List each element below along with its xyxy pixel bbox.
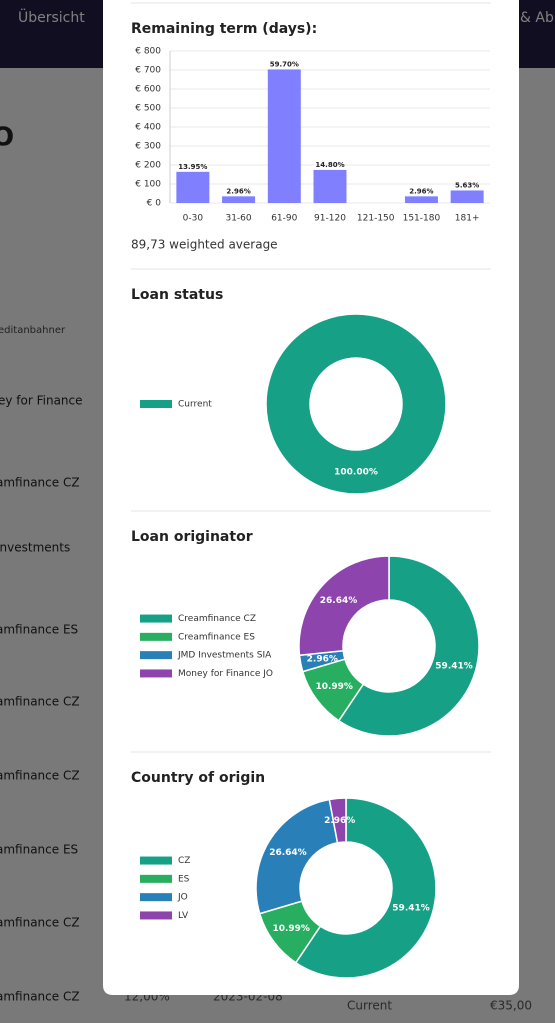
- legend-swatch: [140, 400, 172, 408]
- bar: [267, 69, 301, 204]
- legend-label: Money for Finance JO: [178, 669, 273, 679]
- legend-swatch: [140, 632, 172, 641]
- y-tick-label: € 600: [135, 85, 161, 95]
- bar-label: 59.70%: [270, 60, 299, 68]
- x-tick-label: 31-60: [225, 214, 251, 224]
- x-tick-label: 61-90: [271, 214, 297, 224]
- y-tick-label: € 0: [147, 199, 162, 209]
- x-tick-label: 91-120: [314, 214, 346, 224]
- legend-label: Current: [178, 400, 212, 410]
- chart-title: Loan originator: [131, 529, 253, 545]
- y-tick-label: € 200: [135, 161, 161, 171]
- x-tick-label: 151-180: [403, 214, 441, 224]
- chart-title: Remaining term (days):: [131, 21, 317, 37]
- legend-label: Creamfinance CZ: [178, 614, 256, 624]
- x-tick-label: 0-30: [183, 214, 204, 224]
- y-tick-label: € 400: [135, 123, 161, 133]
- legend-swatch: [140, 669, 172, 678]
- bar-label: 13.95%: [178, 163, 207, 171]
- y-tick-label: € 500: [135, 104, 161, 114]
- segment-label: 10.99%: [315, 682, 353, 692]
- bar-label: 14.80%: [315, 161, 344, 169]
- segment-label: 2.96%: [324, 816, 355, 826]
- bar: [222, 196, 256, 203]
- legend-label: LV: [178, 911, 189, 921]
- donut-segment: [294, 797, 437, 979]
- bar: [450, 190, 484, 203]
- segment-label: 59.41%: [435, 661, 473, 671]
- legend-swatch: [140, 893, 172, 902]
- charts: Remaining term (days): € 0 € 100 € 200 € 300…: [131, 21, 490, 979]
- segment-label: 10.99%: [272, 924, 310, 934]
- bar-label: 2.96%: [226, 187, 250, 195]
- donut-segment: [328, 797, 347, 844]
- bar: [313, 169, 347, 203]
- legend-swatch: [140, 856, 172, 865]
- footnote: 89,73 weighted average: [131, 238, 278, 252]
- chart-title: Country of origin: [131, 770, 265, 786]
- x-tick-label: 121-150: [357, 214, 395, 224]
- legend-label: CZ: [178, 856, 190, 866]
- segment-label: 2.96%: [307, 655, 338, 665]
- segment-label: 26.64%: [320, 596, 358, 606]
- bar-label: 2.96%: [409, 187, 433, 195]
- donut-segment: [298, 555, 390, 657]
- donut-segment: [337, 555, 480, 737]
- chart-title: Loan status: [131, 287, 223, 303]
- donut-segment: [255, 798, 339, 915]
- bar: [404, 196, 438, 203]
- y-tick-label: € 100: [135, 180, 161, 190]
- legend-label: JMD Investments SIA: [177, 651, 272, 661]
- legend-label: JO: [177, 893, 188, 903]
- segment-label: 26.64%: [269, 848, 307, 858]
- y-tick-label: € 700: [135, 66, 161, 76]
- legend-swatch: [140, 651, 172, 660]
- x-tick-label: 181+: [455, 214, 480, 224]
- donut-segment: [265, 313, 447, 495]
- bar-label: 5.63%: [455, 181, 479, 189]
- legend-swatch: [140, 614, 172, 623]
- bar: [176, 171, 210, 203]
- y-tick-label: € 300: [135, 142, 161, 152]
- legend-swatch: [140, 911, 172, 920]
- legend-swatch: [140, 874, 172, 883]
- y-tick-label: € 800: [135, 47, 161, 57]
- segment-label: 100.00%: [334, 468, 378, 478]
- legend-label: Creamfinance ES: [178, 632, 255, 642]
- legend-label: ES: [178, 874, 190, 884]
- modal: [103, 0, 519, 995]
- segment-label: 59.41%: [392, 903, 430, 913]
